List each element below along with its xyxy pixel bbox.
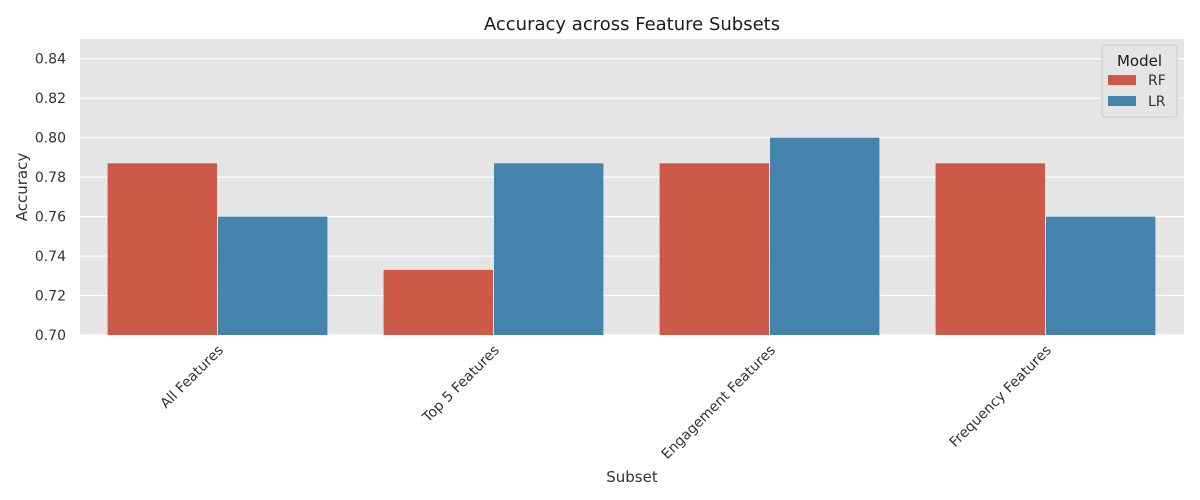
- bar-lr-3: [1046, 216, 1156, 335]
- y-tick-label: 0.78: [35, 170, 66, 186]
- x-tick-label: All Features: [158, 343, 227, 412]
- y-tick-label: 0.72: [35, 289, 66, 305]
- bar-rf-2: [659, 163, 769, 335]
- bar-rf-0: [107, 163, 217, 335]
- bar-lr-0: [218, 216, 328, 335]
- bar-rf-1: [383, 269, 493, 335]
- x-tick-label: Frequency Features: [947, 343, 1055, 451]
- legend-swatch-rf: [1108, 75, 1136, 85]
- legend: Model RF LR: [1101, 44, 1178, 118]
- bar-rf-3: [935, 163, 1045, 335]
- bars: [107, 137, 1156, 335]
- legend-title: Model: [1117, 52, 1162, 70]
- legend-swatch-lr: [1108, 96, 1136, 106]
- y-tick-label: 0.76: [35, 210, 66, 226]
- bar-lr-2: [770, 137, 880, 335]
- y-tick-label: 0.74: [35, 249, 66, 265]
- x-tick-label: Top 5 Features: [419, 343, 503, 427]
- y-tick-label: 0.70: [35, 328, 66, 344]
- y-tick-label: 0.84: [35, 52, 66, 68]
- chart-title: Accuracy across Feature Subsets: [484, 14, 780, 35]
- legend-label-rf: RF: [1148, 73, 1166, 89]
- x-axis-label: Subset: [606, 468, 658, 486]
- y-tick-label: 0.82: [35, 91, 66, 107]
- y-axis-label: Accuracy: [13, 153, 31, 222]
- y-tick-label: 0.80: [35, 131, 66, 147]
- y-tick-labels: 0.70 0.72 0.74 0.76 0.78 0.80 0.82 0.84: [35, 52, 66, 344]
- bar-lr-1: [494, 163, 604, 335]
- x-tick-labels: All Features Top 5 Features Engagement Fea…: [158, 343, 1055, 463]
- legend-label-lr: LR: [1148, 94, 1166, 110]
- x-tick-label: Engagement Features: [659, 343, 779, 463]
